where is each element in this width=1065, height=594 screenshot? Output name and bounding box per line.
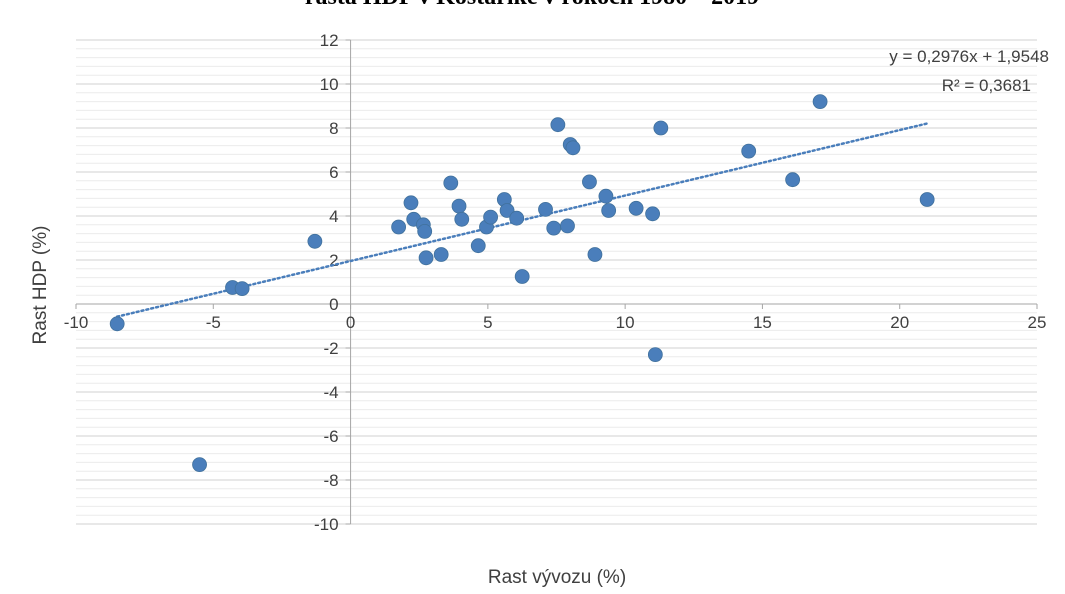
data-points-layer xyxy=(109,94,935,473)
y-tick-label: -8 xyxy=(323,471,338,490)
data-point xyxy=(403,195,419,211)
data-point xyxy=(470,238,486,254)
data-point xyxy=(653,120,669,136)
y-tick-label: 6 xyxy=(329,163,338,182)
y-tick-label: 10 xyxy=(320,75,339,94)
x-tick-label: 0 xyxy=(346,313,355,332)
data-point xyxy=(582,174,597,190)
y-tick-label: 4 xyxy=(329,207,338,226)
data-point xyxy=(550,117,566,133)
y-tick-label: -6 xyxy=(323,427,338,446)
y-tick-label: 2 xyxy=(329,251,338,270)
x-tick-label: -5 xyxy=(206,313,221,332)
data-point xyxy=(509,210,525,226)
data-point xyxy=(109,316,125,332)
x-tick-label: 10 xyxy=(616,313,635,332)
data-point xyxy=(645,206,660,222)
data-point xyxy=(433,247,449,262)
data-point xyxy=(546,220,562,236)
y-tick-label: 0 xyxy=(329,295,338,314)
data-point xyxy=(418,250,434,266)
data-point xyxy=(565,140,581,156)
y-tick-label: 8 xyxy=(329,119,338,138)
data-point xyxy=(307,233,323,249)
data-point xyxy=(560,218,575,234)
data-point xyxy=(785,172,801,188)
data-point xyxy=(598,188,614,204)
trendline-r-squared: R² = 0,3681 xyxy=(942,76,1031,95)
data-point xyxy=(919,192,935,207)
data-point xyxy=(451,198,467,214)
data-point xyxy=(587,247,603,262)
data-point xyxy=(443,175,459,191)
x-tick-label: 20 xyxy=(890,313,909,332)
chart-title: rasta HDP v Kostarike v rokoch 1980 – 20… xyxy=(305,0,759,10)
x-tick-label: -10 xyxy=(64,313,89,332)
data-point xyxy=(628,200,644,216)
y-tick-label: -4 xyxy=(323,383,338,402)
y-axis-title: Rast HDP (%) xyxy=(30,226,51,345)
data-point xyxy=(234,281,250,297)
data-point xyxy=(601,203,617,218)
x-tick-label: 15 xyxy=(753,313,772,332)
data-point xyxy=(192,457,207,473)
data-point xyxy=(417,223,433,239)
data-point xyxy=(514,269,530,284)
data-point xyxy=(499,203,515,218)
y-tick-label: -10 xyxy=(314,515,339,534)
x-tick-label: 25 xyxy=(1028,313,1047,332)
data-point xyxy=(812,94,828,109)
x-axis-title: Rast vývozu (%) xyxy=(488,567,626,588)
data-point xyxy=(538,201,553,217)
data-point xyxy=(391,219,407,235)
x-tick-label: 5 xyxy=(483,313,492,332)
data-point xyxy=(483,209,499,225)
y-tick-label: 12 xyxy=(320,31,339,50)
axis-layer: -10 -8 -6 -4 -2 0 2 4 6 8 10 12 -10 -5 0 5 10 15 20 25 xyxy=(64,31,1047,534)
y-tick-label: -2 xyxy=(323,339,338,358)
data-point xyxy=(647,347,663,363)
grid-layer xyxy=(76,39,1037,525)
data-point xyxy=(741,143,757,159)
data-point xyxy=(454,211,470,227)
trendline-equation: y = 0,2976x + 1,9548 xyxy=(889,47,1049,66)
